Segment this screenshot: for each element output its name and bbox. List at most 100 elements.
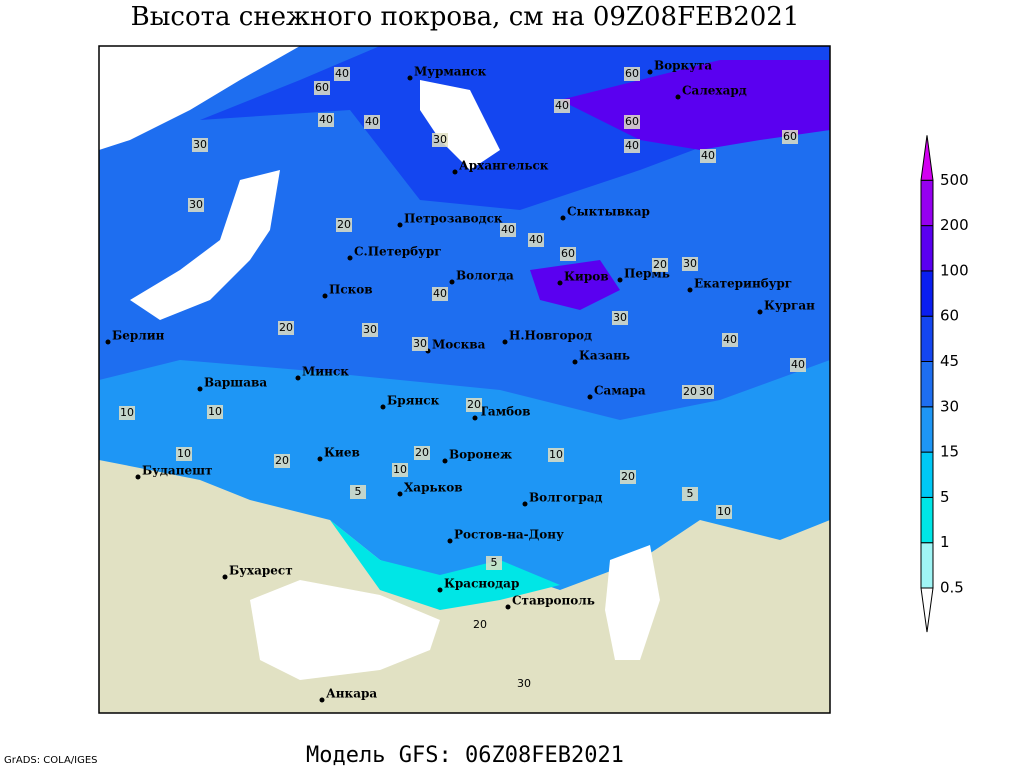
- city-dot: [197, 386, 203, 392]
- legend-level: 500: [940, 171, 969, 189]
- legend-level: 15: [940, 443, 959, 461]
- contour-label-box: [700, 149, 716, 163]
- city-label: Тамбов: [479, 405, 530, 419]
- city-dot: [522, 501, 528, 507]
- contour-label: 40: [625, 139, 639, 152]
- legend-swatch: [920, 496, 934, 544]
- contour-label-box: [278, 321, 294, 335]
- legend-swatch: [920, 135, 934, 181]
- legend-swatch: [920, 270, 934, 317]
- contour-label: 60: [783, 130, 797, 143]
- contour-label-box: [362, 323, 378, 337]
- contour-label-box: [682, 385, 698, 399]
- contour-label-box: [682, 487, 698, 501]
- sea: [130, 170, 280, 320]
- legend-swatch: [920, 361, 934, 408]
- contour-label-box: [790, 358, 806, 372]
- contour-label: 20: [337, 218, 351, 231]
- legend-swatch: [920, 587, 934, 633]
- city-label: Казань: [579, 349, 630, 363]
- contour-label-box: [188, 198, 204, 212]
- contour-label-box: [318, 113, 334, 127]
- sea: [250, 580, 440, 680]
- city-dot: [295, 375, 301, 381]
- contour-label-box: [336, 218, 352, 232]
- legend-level: 30: [940, 397, 959, 415]
- city-dot: [687, 287, 693, 293]
- city-label: Киров: [564, 270, 609, 284]
- city-label: Салехард: [682, 84, 747, 98]
- city-label: Брянск: [387, 394, 440, 408]
- city-label: Воронеж: [449, 448, 512, 462]
- city-dot: [452, 169, 458, 175]
- contour-label-box: [392, 463, 408, 477]
- contour-label: 40: [319, 113, 333, 126]
- city-label: Ставрополь: [512, 594, 595, 608]
- contour-label: 10: [717, 505, 731, 518]
- legend-swatch: [920, 451, 934, 498]
- city-dot: [135, 474, 141, 480]
- legend-level: 100: [940, 261, 969, 279]
- contour-label: 10: [208, 405, 222, 418]
- city-label: Краснодар: [444, 577, 519, 591]
- contour-label: 40: [365, 115, 379, 128]
- contour-label-box: [624, 139, 640, 153]
- city-dot: [587, 394, 593, 400]
- city-label: Вологда: [456, 269, 514, 283]
- contour-label-box: [314, 81, 330, 95]
- legend-level: 5: [940, 488, 950, 506]
- legend-level: 1: [940, 533, 950, 551]
- contour-label: 30: [433, 133, 447, 146]
- city-dot: [105, 339, 111, 345]
- contour-label-box: [624, 115, 640, 129]
- contour-label-box: [548, 448, 564, 462]
- contour-label-box: [554, 99, 570, 113]
- city-label: Самара: [594, 384, 646, 398]
- city-dot: [505, 604, 511, 610]
- contour-label: 10: [177, 447, 191, 460]
- contour-label: 20: [653, 258, 667, 271]
- city-dot: [437, 587, 443, 593]
- city-dot: [449, 279, 455, 285]
- contour-label-box: [192, 138, 208, 152]
- city-label: Варшава: [204, 376, 267, 390]
- contour-label: 30: [517, 677, 531, 690]
- contour-label-box: [334, 67, 350, 81]
- contour-label: 10: [120, 406, 134, 419]
- contour-label: 30: [363, 323, 377, 336]
- city-label: Минск: [302, 365, 349, 379]
- contour-label-box: [722, 333, 738, 347]
- contour-label: 10: [549, 448, 563, 461]
- contour-label: 30: [613, 311, 627, 324]
- legend-level: 0.5: [940, 579, 964, 597]
- contour-label: 30: [193, 138, 207, 151]
- contour-label-box: [274, 454, 290, 468]
- city-label: Петрозаводск: [404, 212, 503, 226]
- contour-label-box: [432, 287, 448, 301]
- sea: [99, 46, 300, 150]
- contour-label: 60: [625, 67, 639, 80]
- city-dot: [347, 255, 353, 261]
- contour-label-box: [432, 133, 448, 147]
- city-dot: [472, 415, 478, 421]
- contour-label-box: [412, 337, 428, 351]
- contour-label-box: [716, 505, 732, 519]
- snow-area: [530, 260, 620, 310]
- city-label: Бухарест: [229, 564, 293, 578]
- contour-label: 40: [555, 99, 569, 112]
- contour-label-box: [364, 115, 380, 129]
- contour-label: 40: [501, 223, 515, 236]
- contour-label-box: [682, 257, 698, 271]
- labels: Мурманск Воркута Салехард Архангельск Петроз…: [105, 59, 815, 703]
- contour-label-box: [652, 258, 668, 272]
- credit: GrADS: COLA/IGES: [4, 755, 98, 766]
- city-label: Москва: [432, 338, 486, 352]
- city-dot: [647, 69, 653, 75]
- city-dot: [557, 280, 563, 286]
- contour-label: 20: [683, 385, 697, 398]
- contour-label: 40: [335, 67, 349, 80]
- contour-label-box: [414, 446, 430, 460]
- city-dot: [560, 215, 566, 221]
- footer: Модель GFS: 06Z08FEB2021: [306, 743, 624, 768]
- legend-swatch: [920, 542, 934, 589]
